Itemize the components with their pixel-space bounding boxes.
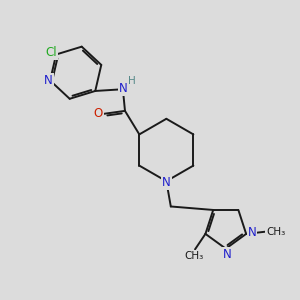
Text: O: O	[94, 107, 103, 120]
Text: N: N	[44, 74, 53, 87]
Text: N: N	[223, 248, 232, 261]
Text: N: N	[162, 176, 171, 189]
Text: N: N	[118, 82, 127, 95]
Text: N: N	[248, 226, 256, 239]
Text: CH₃: CH₃	[184, 251, 203, 261]
Text: CH₃: CH₃	[266, 226, 286, 236]
Text: Cl: Cl	[45, 46, 57, 59]
Text: H: H	[128, 76, 136, 85]
